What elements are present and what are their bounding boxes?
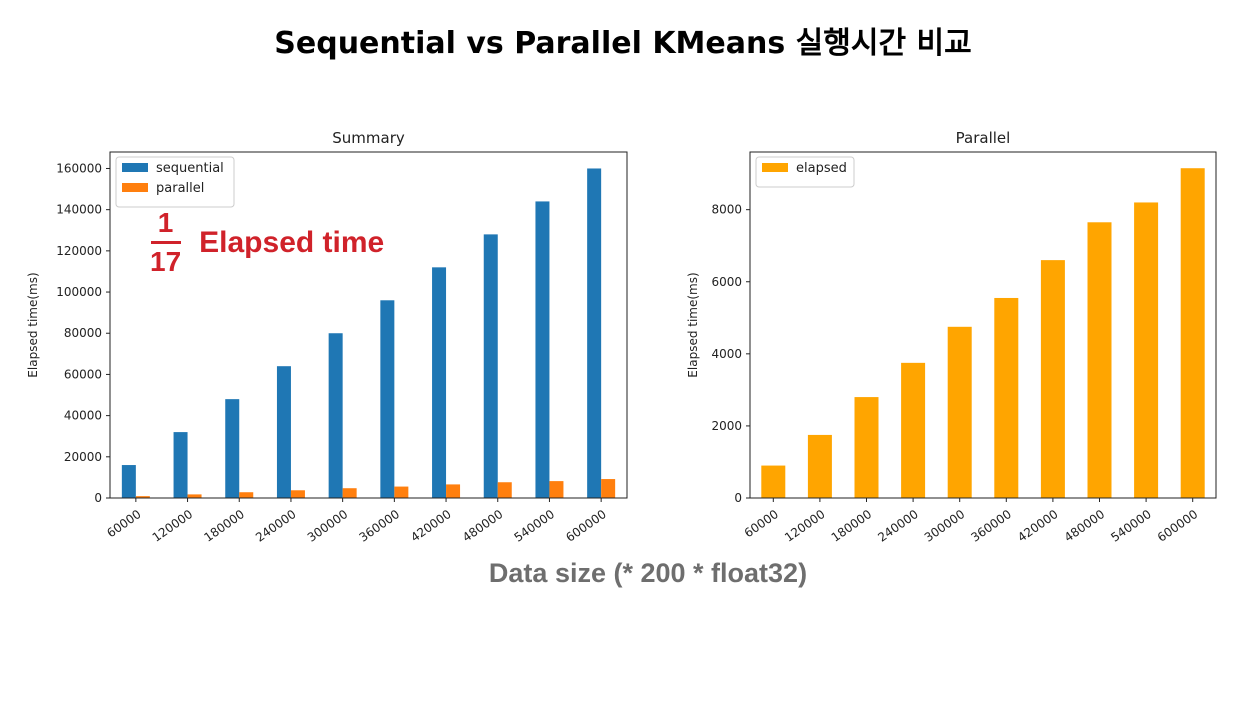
parallel-bar-elapsed — [854, 397, 879, 498]
summary-bar-parallel — [497, 482, 512, 498]
annotation-text: Elapsed time — [199, 225, 385, 259]
parallel-y-tick-label: 8000 — [711, 203, 742, 217]
parallel-bar-elapsed — [947, 326, 972, 498]
parallel-x-tick-label: 420000 — [1015, 507, 1061, 545]
summary-bar-sequential — [225, 399, 240, 498]
summary-x-tick-label: 180000 — [201, 507, 247, 545]
summary-x-tick-label: 480000 — [460, 507, 506, 545]
parallel-x-tick-label: 120000 — [782, 507, 828, 545]
summary-x-tick-label: 240000 — [253, 507, 299, 545]
parallel-x-tick-label: 300000 — [922, 507, 968, 545]
summary-bar-parallel — [135, 496, 150, 498]
parallel-bar-elapsed — [901, 362, 926, 498]
summary-bar-parallel — [290, 490, 305, 498]
summary-x-tick-label: 420000 — [408, 507, 454, 545]
summary-legend-swatch — [122, 163, 148, 172]
summary-bar-sequential — [483, 234, 498, 498]
parallel-legend-label: elapsed — [796, 161, 847, 176]
parallel-bar-elapsed — [994, 297, 1019, 498]
parallel-bar-elapsed — [1134, 202, 1159, 499]
parallel-y-tick-label: 2000 — [711, 419, 742, 433]
speedup-annotation: 1 17 Elapsed time — [150, 208, 384, 277]
summary-bar-parallel — [342, 488, 357, 498]
parallel-x-tick-label: 240000 — [875, 507, 921, 545]
parallel-plot-frame — [749, 151, 1217, 499]
summary-x-tick-label: 300000 — [305, 507, 351, 545]
parallel-bar-elapsed — [1180, 168, 1205, 498]
summary-y-tick-label: 20000 — [64, 450, 102, 464]
summary-y-tick-label: 120000 — [56, 244, 102, 258]
parallel-x-tick-label: 360000 — [968, 507, 1014, 545]
parallel-x-tick-label: 540000 — [1108, 507, 1154, 545]
fraction-numerator: 1 — [157, 207, 174, 238]
summary-bar-sequential — [587, 168, 602, 498]
summary-y-tick-label: 40000 — [64, 409, 102, 423]
summary-bar-parallel — [187, 494, 202, 498]
parallel-x-tick-label: 60000 — [742, 507, 781, 540]
parallel-bar-elapsed — [761, 465, 786, 498]
summary-y-tick-label: 100000 — [56, 285, 102, 299]
summary-bar-parallel — [601, 479, 616, 498]
summary-x-tick-label: 120000 — [150, 507, 196, 545]
summary-legend-label: parallel — [156, 181, 204, 196]
summary-x-tick-label: 600000 — [563, 507, 609, 545]
parallel-chart-title: Parallel — [956, 129, 1011, 147]
summary-y-tick-label: 0 — [94, 491, 102, 505]
fraction-bar — [150, 241, 181, 244]
summary-legend-label: sequential — [156, 161, 224, 176]
summary-legend-swatch — [122, 183, 148, 192]
parallel-y-axis-label: Elapsed time(ms) — [686, 272, 700, 377]
parallel-legend-swatch — [762, 163, 788, 172]
parallel-x-tick-label: 600000 — [1155, 507, 1201, 545]
speedup-fraction: 1 17 — [150, 208, 181, 277]
parallel-bar-elapsed — [807, 434, 832, 498]
summary-bar-sequential — [328, 333, 343, 498]
summary-bar-sequential — [432, 267, 447, 498]
summary-y-tick-label: 60000 — [64, 367, 102, 381]
summary-bar-sequential — [535, 201, 550, 498]
summary-y-tick-label: 80000 — [64, 326, 102, 340]
parallel-x-tick-label: 480000 — [1062, 507, 1108, 545]
summary-bar-sequential — [276, 366, 291, 498]
summary-bar-parallel — [549, 481, 564, 498]
summary-bar-parallel — [239, 492, 254, 498]
summary-x-tick-label: 540000 — [512, 507, 558, 545]
summary-bar-parallel — [446, 484, 461, 498]
fraction-denominator: 17 — [150, 246, 182, 277]
shared-x-axis-label: Data size (* 200 * float32) — [488, 558, 808, 588]
parallel-bar-elapsed — [1040, 260, 1065, 498]
summary-y-tick-label: 160000 — [56, 161, 102, 175]
summary-plot-frame — [109, 151, 628, 499]
parallel-x-tick-label: 180000 — [829, 507, 875, 545]
summary-y-tick-label: 140000 — [56, 203, 102, 217]
parallel-y-tick-label: 4000 — [711, 347, 742, 361]
summary-bar-parallel — [394, 486, 409, 498]
summary-y-axis-label: Elapsed time(ms) — [26, 272, 40, 377]
summary-chart-title: Summary — [332, 129, 405, 147]
parallel-y-tick-label: 0 — [734, 491, 742, 505]
summary-x-tick-label: 60000 — [104, 507, 143, 540]
summary-bar-sequential — [173, 432, 188, 498]
parallel-bar-elapsed — [1087, 222, 1112, 498]
summary-x-tick-label: 360000 — [357, 507, 403, 545]
summary-bar-sequential — [121, 465, 136, 498]
page-title: Sequential vs Parallel KMeans 실행시간 비교 — [274, 26, 972, 61]
parallel-y-tick-label: 6000 — [711, 275, 742, 289]
summary-bar-sequential — [380, 300, 395, 498]
